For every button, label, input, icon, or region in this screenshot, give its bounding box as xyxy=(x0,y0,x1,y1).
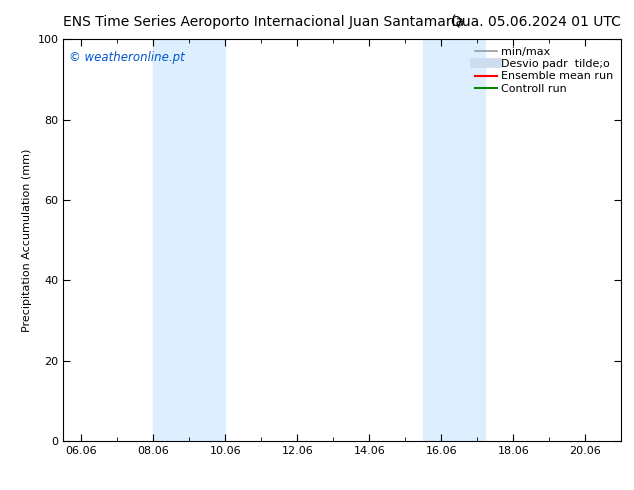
Text: Qua. 05.06.2024 01 UTC: Qua. 05.06.2024 01 UTC xyxy=(451,15,621,29)
Text: © weatheronline.pt: © weatheronline.pt xyxy=(69,51,184,64)
Y-axis label: Precipitation Accumulation (mm): Precipitation Accumulation (mm) xyxy=(22,148,32,332)
Bar xyxy=(424,39,484,441)
Legend: min/max, Desvio padr  tilde;o, Ensemble mean run, Controll run: min/max, Desvio padr tilde;o, Ensemble m… xyxy=(472,45,616,96)
Bar xyxy=(153,39,225,441)
Text: ENS Time Series Aeroporto Internacional Juan Santamaría: ENS Time Series Aeroporto Internacional … xyxy=(63,15,465,29)
